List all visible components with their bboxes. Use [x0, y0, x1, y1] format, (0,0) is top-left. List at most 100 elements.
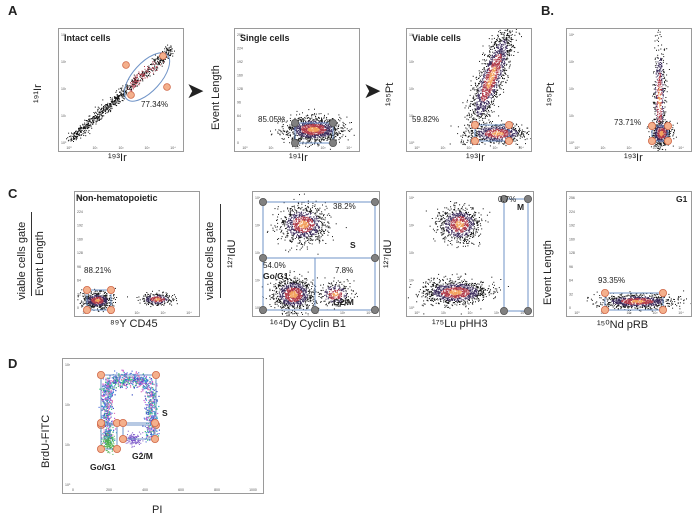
event-cloud — [449, 117, 531, 148]
y-tick-label: 10⁰ — [409, 306, 415, 310]
gate-handle — [648, 122, 657, 131]
y-tick-label: 10⁰ — [409, 141, 415, 145]
y-tick-label: 10⁰ — [61, 141, 67, 145]
x-axis-label: PI — [152, 504, 163, 516]
panel-letter-b: B. — [541, 3, 554, 18]
y-tick-label: 10² — [255, 251, 261, 255]
density-plot: 10³ 10² 10¹ 10⁰0 200 400 600 800 1000 — [65, 363, 257, 492]
gate-handle — [500, 307, 509, 316]
y-tick-label: 10³ — [61, 60, 67, 64]
y-tick-label: 10¹ — [61, 114, 67, 118]
gate-handle — [159, 52, 167, 60]
x-tick-label: 10⁴ — [518, 146, 524, 150]
gate-label-g1: G1 — [676, 194, 688, 204]
y-tick-label: 10¹ — [409, 279, 415, 283]
y-axis-label-top: viable cells gate — [16, 221, 28, 300]
y-ticks: 256 224 192 160 128 96 64 32 0 — [237, 33, 243, 145]
x-tick-label: 10³ — [494, 311, 500, 315]
plot-brdu-pi: 10³ 10² 10¹ 10⁰ 0 200 400 600 800 1000 — [62, 358, 264, 494]
x-tick-label: 10⁰ — [414, 311, 420, 315]
panel-letter-a: A — [8, 3, 18, 18]
y-tick-label: 10¹ — [409, 114, 415, 118]
gate-handle — [151, 435, 160, 444]
y-tick-label: 10² — [409, 251, 415, 255]
gate-label-m: M — [517, 202, 525, 212]
x-ticks: 10⁰ 10¹ 10² 10³ 10⁴ — [574, 146, 684, 150]
y-tick-label: 10³ — [255, 224, 261, 228]
gate-label-g2: G2/M — [333, 297, 354, 307]
gate-handle — [291, 119, 300, 128]
y-tick-label: 10³ — [569, 60, 575, 64]
y-axis-label: ¹⁹¹Ir — [32, 84, 44, 103]
x-axis-label: ¹⁹³Ir — [108, 152, 127, 164]
y-tick-label: 10² — [409, 87, 415, 91]
x-axis-label: ¹⁵⁰Nd pRB — [597, 319, 649, 331]
gate-handle — [113, 445, 122, 454]
x-tick-label: 800 — [214, 488, 220, 492]
x-tick-label: 10⁴ — [186, 311, 192, 315]
y-tick-label: 64 — [77, 279, 81, 283]
x-tick-label: 10⁰ — [574, 146, 580, 150]
y-tick-label: 224 — [569, 210, 575, 214]
x-tick-label: 10² — [294, 146, 300, 150]
y-ticks: 256 224 192 160 128 96 64 32 0 — [77, 196, 83, 310]
gate-rect — [651, 125, 669, 142]
gate-handle — [505, 121, 514, 130]
event-cloud — [66, 44, 175, 142]
y-tick-label: 10³ — [65, 363, 71, 367]
event-cloud — [457, 29, 522, 146]
y-tick-label: 0 — [77, 306, 79, 310]
y-tick-label: 160 — [77, 237, 83, 241]
gate-handle — [97, 419, 106, 428]
y-tick-label: 10² — [65, 403, 71, 407]
plot-viable-cells-b: 10⁴ 10³ 10² 10¹ 10⁰ 10⁰ 10¹ 10² 10³ 10⁴ — [566, 28, 692, 152]
x-tick-label: 10¹ — [92, 146, 98, 150]
y-tick-label: 0 — [569, 306, 571, 310]
y-tick-label: 10³ — [409, 224, 415, 228]
gate-percent: 85.05% — [258, 115, 286, 124]
gate-handle — [664, 122, 673, 131]
y-axis-label-top: viable cells gate — [204, 221, 216, 300]
x-axis-label: ¹⁹³Ir — [624, 152, 643, 164]
x-tick-label: 10³ — [160, 311, 166, 315]
event-cloud — [266, 193, 347, 255]
x-tick-label: 10⁰ — [574, 311, 580, 315]
x-tick-label: 10⁴ — [366, 311, 372, 315]
x-tick-label: 400 — [142, 488, 148, 492]
gate-handle — [659, 289, 668, 298]
y-tick-label: 10⁴ — [61, 33, 67, 37]
y-axis-label: ¹⁹⁵Pt — [545, 82, 557, 106]
plot-intact-cells: 10⁴ 10³ 10² 10¹ 10⁰ 10⁰ 10¹ 10² 10³ 10⁴ — [58, 28, 184, 152]
y-tick-label: 10⁰ — [569, 141, 575, 145]
y-tick-label: 10⁴ — [255, 196, 261, 200]
y-tick-label: 64 — [569, 279, 573, 283]
event-cloud — [425, 201, 491, 249]
gate-handle — [82, 286, 91, 295]
gate-rect — [314, 257, 376, 311]
gate-handle — [127, 91, 135, 99]
gate-rect — [503, 198, 529, 312]
y-ticks: 10³ 10² 10¹ 10⁰ — [65, 363, 71, 487]
gate-percent-m: 0.7% — [498, 195, 517, 204]
y-ticks: 10⁴ 10³ 10² 10¹ 10⁰ — [255, 196, 261, 310]
gate-handle — [107, 286, 116, 295]
y-tick-label: 0 — [237, 141, 239, 145]
gate-handle — [97, 445, 106, 454]
gate-rect — [604, 292, 664, 311]
x-tick-label: 10³ — [652, 311, 658, 315]
plot-phh3: 10⁴ 10³ 10² 10¹ 10⁰ 10⁰ 10¹ 10² 10³ 10⁴ — [406, 191, 534, 317]
y-tick-label: 10⁴ — [409, 196, 415, 200]
gate-rect — [122, 422, 156, 440]
y-tick-label: 10¹ — [569, 114, 575, 118]
x-tick-label: 10² — [134, 311, 140, 315]
gate-percent-s: 38.2% — [333, 202, 356, 211]
arrow-icon: ➤ — [363, 78, 382, 103]
x-tick-label: 10² — [626, 311, 632, 315]
gate-handle — [524, 195, 533, 203]
